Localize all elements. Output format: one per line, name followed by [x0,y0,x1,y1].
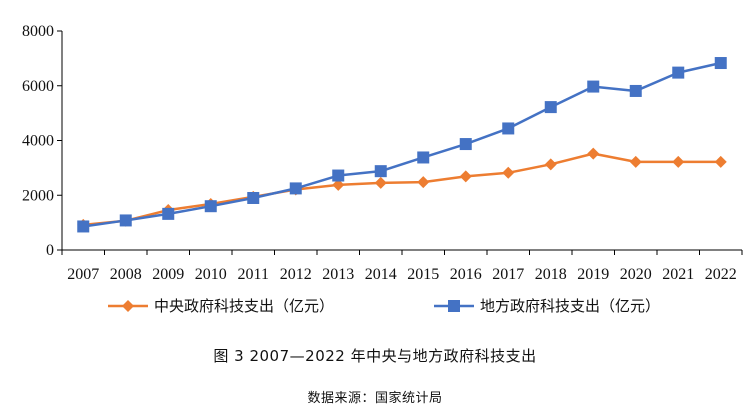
series-layer [77,57,727,233]
x-tick-label: 2009 [152,266,184,283]
data-point-square [162,207,175,220]
data-point-square [119,214,132,227]
data-point-square [77,220,90,233]
x-tick-label: 2014 [365,266,397,283]
data-point-diamond [544,158,557,171]
x-axis-ticks: 2007 2008 2009 2010 2011 2012 2013 2014 2015 2016… [61,250,743,283]
x-tick-label: 2016 [450,266,482,283]
data-point-square [629,84,642,97]
data-point-square [204,200,217,213]
data-point-diamond [629,155,642,168]
figure-caption: 图 3 2007—2022 年中央与地方政府科技支出 [213,347,537,365]
x-tick-label: 2017 [492,266,524,283]
data-point-square [459,138,472,151]
data-point-diamond [672,155,685,168]
source-note: 数据来源：国家统计局 [307,391,443,406]
x-tick-label: 2020 [620,266,652,283]
x-tick-label: 2013 [322,266,354,283]
series-1 [77,57,727,233]
x-tick-label: 2008 [110,266,142,283]
y-tick-label: 4000 [22,133,54,150]
data-point-square [289,182,302,195]
x-tick-label: 2010 [195,266,227,283]
data-point-square [714,57,727,70]
x-tick-label: 2021 [662,266,694,283]
data-point-diamond [502,166,515,179]
data-point-square [587,80,600,93]
y-tick-label: 6000 [22,78,54,95]
series-0 [77,147,727,231]
y-tick-label: 2000 [22,187,54,204]
data-point-diamond [374,176,387,189]
series-line [83,61,722,228]
data-point-square [247,191,260,204]
x-tick-label: 2015 [407,266,439,283]
data-point-square [544,101,557,114]
data-point-diamond [714,155,727,168]
x-tick-label: 2019 [577,266,609,283]
x-tick-label: 2022 [705,266,737,283]
data-point-diamond [417,176,430,189]
x-tick-label: 2012 [280,266,312,283]
y-tick-label: 0 [46,242,54,259]
legend-item-local: 地方政府科技支出（亿元） [434,295,660,316]
legend-item-central: 中央政府科技支出（亿元） [108,295,334,316]
legend-square-marker-icon [434,299,474,312]
data-point-square [374,165,387,178]
data-point-square [502,122,515,135]
data-point-square [672,66,685,79]
data-point-square [332,169,345,182]
y-axis-ticks: 0 2000 4000 6000 8000 [22,23,62,259]
x-tick-label: 2007 [67,266,99,283]
x-tick-label: 2011 [238,266,269,283]
data-point-square [417,151,430,164]
legend-label-central: 中央政府科技支出（亿元） [154,297,335,315]
data-point-diamond [587,147,600,160]
legend-label-local: 地方政府科技支出（亿元） [480,297,661,315]
legend-diamond-marker-icon [108,299,148,312]
data-point-diamond [332,178,345,191]
x-tick-label: 2018 [535,266,567,283]
y-tick-label: 8000 [22,23,54,40]
series-line [83,152,721,227]
data-point-diamond [459,170,472,183]
